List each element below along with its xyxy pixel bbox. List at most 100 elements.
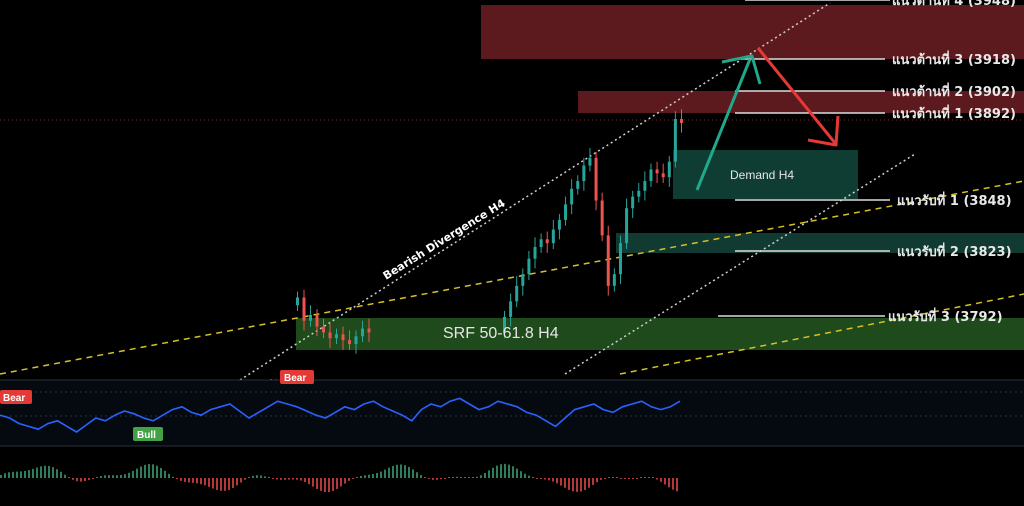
histogram-bar [508, 464, 510, 478]
histogram-bar [360, 475, 362, 478]
histogram-bar [448, 477, 450, 478]
bull-candle [503, 316, 506, 333]
histogram-bar [312, 478, 314, 487]
histogram-bar [472, 477, 474, 478]
histogram-bar [424, 477, 426, 478]
support-2-label: แนวรับที่ 2 (3823) [897, 242, 1012, 260]
histogram-bar [232, 478, 234, 489]
bear-badge-left: Bear [0, 390, 32, 404]
histogram-bar [112, 475, 114, 478]
bull-badge: Bull [133, 427, 163, 441]
histogram-bar [464, 477, 466, 478]
histogram-bar [488, 470, 490, 478]
resistance-3-label: แนวต้านที่ 3 (3918) [892, 50, 1016, 68]
histogram-bar [656, 478, 658, 480]
resistance-4-label: แนวต้านที่ 4 (3948) [892, 0, 1016, 9]
bull-candle [582, 165, 586, 182]
histogram-bar [296, 478, 298, 480]
histogram-bar [260, 475, 262, 478]
bear-candle [367, 328, 371, 333]
histogram-bar [452, 476, 454, 478]
histogram-bar [32, 468, 34, 478]
histogram-bar [380, 471, 382, 478]
histogram-bar [304, 478, 306, 483]
histogram-bar [248, 477, 250, 478]
histogram-bar [480, 475, 482, 478]
histogram-bar [476, 476, 478, 478]
histogram-bar [116, 475, 118, 478]
histogram-bar [352, 478, 354, 479]
histogram-bar [596, 478, 598, 483]
bull-candle [533, 247, 537, 259]
bull-candle [335, 334, 338, 339]
svg-text:Bull: Bull [137, 430, 156, 441]
rsi-panel [0, 380, 1024, 446]
histogram-bar [676, 478, 678, 492]
bull-candle [631, 196, 635, 209]
histogram-bar [124, 474, 126, 478]
histogram-bar [640, 477, 642, 478]
histogram-bar [368, 474, 370, 478]
candles-group [296, 109, 683, 354]
histogram-bar [216, 478, 218, 490]
bull-candle [570, 188, 574, 205]
histogram-bar [308, 478, 310, 485]
histogram-bar [444, 478, 446, 479]
bull-candle [509, 301, 513, 317]
histogram-bar [552, 478, 554, 482]
histogram-bar [348, 478, 350, 481]
histogram-bar [568, 478, 570, 490]
histogram-bar [516, 468, 518, 478]
histogram-bar [592, 478, 594, 485]
histogram-bar [20, 471, 22, 478]
histogram-bar [532, 477, 534, 478]
histogram-bar [0, 475, 2, 478]
histogram-bar [324, 478, 326, 492]
resistance-1-label: แนวต้านที่ 1 (3892) [892, 104, 1016, 122]
bear-candle [661, 173, 665, 178]
histogram-bar [200, 478, 202, 485]
bear-candle [348, 340, 351, 345]
histogram-bar [396, 464, 398, 478]
bear-candle [341, 334, 345, 341]
histogram-bar [540, 478, 542, 479]
histogram-bar [340, 478, 342, 487]
histogram-bar [484, 472, 486, 478]
histogram-bar [344, 478, 346, 484]
histogram-bar [84, 478, 86, 482]
histogram-bar [668, 478, 670, 488]
bear-badge-mid: Bear [280, 370, 314, 384]
histogram-bar [300, 478, 302, 481]
histogram-bar [80, 478, 82, 482]
histogram-bar [648, 477, 650, 478]
histogram-bar [588, 478, 590, 488]
histogram-bar [620, 478, 622, 479]
histogram-bar [256, 475, 258, 478]
histogram-bar [192, 478, 194, 483]
histogram-bar [208, 478, 210, 487]
histogram-bar [104, 475, 106, 478]
bull-candle [564, 204, 568, 220]
histogram-bar [280, 478, 282, 480]
histogram-bar [364, 475, 366, 478]
histogram-bar [224, 478, 226, 491]
histogram-bar [400, 464, 402, 478]
histogram-bar [156, 465, 158, 478]
histogram-bar [612, 477, 614, 478]
histogram-bar [604, 478, 606, 479]
histogram-bar [420, 475, 422, 478]
bull-candle [618, 243, 622, 275]
histogram-bar [292, 478, 294, 480]
histogram-bar [4, 473, 6, 478]
bear-candle [322, 326, 325, 333]
histogram-bar [376, 473, 378, 478]
bull-candle [354, 336, 358, 345]
histogram-bar [584, 478, 586, 490]
histogram-bar [564, 478, 566, 488]
bull-candle [637, 190, 641, 197]
bull-candle [576, 181, 580, 189]
histogram-bar [168, 473, 170, 478]
histogram-bar [332, 478, 334, 492]
